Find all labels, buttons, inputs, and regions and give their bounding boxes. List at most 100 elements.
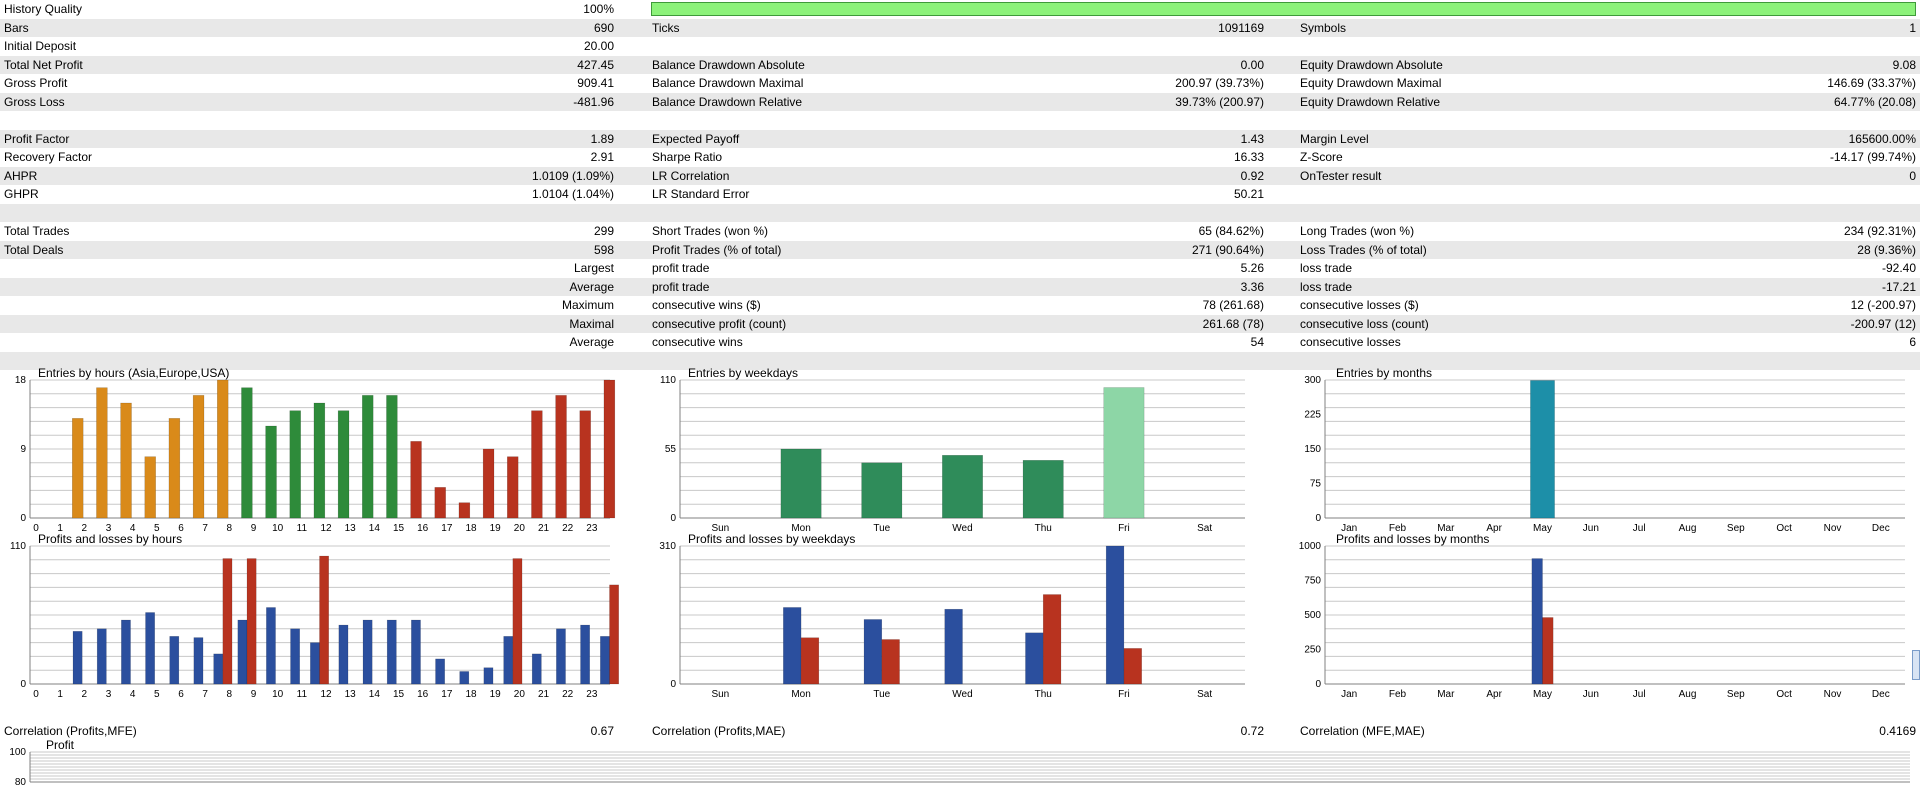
- stats-row: Initial Deposit 20.00: [0, 37, 1920, 56]
- bar-profit: [580, 624, 590, 685]
- stats-label: Balance Drawdown Absolute: [652, 57, 805, 72]
- y-tick-label: 250: [1304, 645, 1321, 656]
- x-tick-label: 3: [106, 689, 112, 700]
- chart-scroll-handle[interactable]: [1912, 650, 1920, 680]
- chart-title: Profits and losses by weekdays: [688, 532, 856, 546]
- y-tick-label: 55: [665, 444, 677, 455]
- y-tick-label: 0: [20, 513, 26, 524]
- stats-label: consecutive loss (count): [1300, 316, 1429, 331]
- bar: [1530, 380, 1555, 519]
- stats-value: 598: [593, 242, 614, 257]
- bar-profit: [169, 636, 180, 685]
- bar: [289, 410, 301, 519]
- y-tick-label: 0: [20, 679, 26, 690]
- bar: [507, 456, 519, 519]
- chart-title: Profits and losses by hours: [38, 532, 183, 546]
- x-tick-label: Jul: [1633, 689, 1646, 700]
- bar-loss: [881, 639, 900, 685]
- stats-value: -200.97 (12): [1850, 316, 1916, 331]
- bar: [313, 402, 326, 519]
- stats-label: consecutive profit (count): [652, 316, 787, 331]
- stats-label: Total Deals: [4, 242, 64, 257]
- stats-value: 2.91: [590, 150, 614, 164]
- bar-profit: [503, 636, 514, 685]
- bar: [861, 462, 903, 519]
- x-tick-label: 14: [369, 689, 381, 700]
- stats-label: profit trade: [652, 279, 710, 294]
- bar: [265, 425, 277, 519]
- bar-loss: [319, 555, 329, 685]
- x-tick-label: Aug: [1679, 689, 1697, 700]
- bar-loss: [1042, 594, 1062, 685]
- stats-label: Bars: [4, 20, 29, 35]
- chart-title: Profit: [46, 738, 75, 752]
- stats-label: Balance Drawdown Relative: [652, 94, 803, 109]
- stats-label: Equity Drawdown Relative: [1300, 94, 1441, 109]
- x-tick-label: Sun: [711, 689, 729, 700]
- y-tick-label: 500: [1304, 610, 1321, 621]
- bar-profit: [266, 607, 276, 685]
- chart-title: Entries by hours (Asia,Europe,USA): [38, 366, 230, 380]
- stats-row: Largest profit trade 5.26 loss trade -92.40: [0, 259, 1920, 278]
- x-tick-label: Feb: [1389, 523, 1407, 534]
- x-tick-label: 23: [586, 689, 598, 700]
- stats-label: Gross Loss: [4, 94, 65, 109]
- stats-value: 1.0104 (1.04%): [531, 187, 614, 201]
- chart-svg-entries-weekdays: 0 55 110 Sun Mon Tue Wed Thu Fri Sat: [660, 375, 1245, 534]
- stats-value: 165600.00%: [1848, 131, 1916, 146]
- bar-profit: [145, 612, 155, 685]
- x-tick-label: 18: [465, 689, 477, 700]
- bar: [780, 448, 822, 519]
- x-tick-label: 6: [178, 689, 184, 700]
- x-tick-label: Jun: [1583, 523, 1599, 534]
- stats-row: [0, 203, 1920, 222]
- x-tick-label: May: [1533, 689, 1552, 700]
- bar-profit: [72, 631, 83, 685]
- x-tick-label: 11: [297, 523, 308, 534]
- stats-label: Equity Drawdown Absolute: [1300, 57, 1443, 72]
- stats-label: Profit Factor: [4, 131, 70, 146]
- x-tick-label: Mar: [1437, 523, 1455, 534]
- stats-row: Total Net Profit 427.45 Balance Drawdown A…: [0, 55, 1920, 74]
- bar-profit: [386, 619, 397, 685]
- stats-label: Sharpe Ratio: [652, 150, 723, 164]
- x-tick-label: 2: [82, 523, 88, 534]
- stats-row: Profit Factor 1.89 Expected Payoff 1.43 Marg…: [0, 129, 1920, 148]
- x-tick-label: 22: [562, 523, 574, 534]
- x-tick-label: Thu: [1035, 689, 1052, 700]
- x-tick-label: 19: [490, 523, 502, 534]
- x-tick-label: Jan: [1341, 523, 1357, 534]
- bar-profit: [944, 608, 963, 685]
- x-tick-label: Wed: [952, 689, 972, 700]
- stats-value: 200.97 (39.73%): [1175, 76, 1264, 90]
- x-tick-label: Sat: [1197, 689, 1212, 700]
- x-tick-label: 11: [297, 689, 308, 700]
- x-tick-label: 16: [417, 523, 429, 534]
- y-tick-label: 300: [1304, 375, 1321, 386]
- x-tick-label: 21: [538, 689, 550, 700]
- stats-value: 20.00: [583, 39, 614, 53]
- bar-profit: [338, 624, 349, 685]
- x-tick-label: 0: [33, 523, 39, 534]
- y-tick-label: 225: [1304, 410, 1321, 421]
- x-tick-label: 19: [490, 689, 502, 700]
- x-tick-label: 22: [562, 689, 574, 700]
- stats-row: Recovery Factor 2.91 Sharpe Ratio 16.33 Z-Sc…: [0, 148, 1920, 167]
- stats-value: 146.69 (33.37%): [1827, 76, 1916, 90]
- stats-value: 261.68 (78): [1202, 316, 1264, 331]
- stats-value: 12 (-200.97): [1850, 298, 1916, 312]
- x-tick-label: Nov: [1824, 523, 1842, 534]
- y-tick-label: 0: [1315, 679, 1321, 690]
- x-tick-label: Jan: [1341, 689, 1357, 700]
- x-tick-label: Oct: [1776, 523, 1792, 534]
- stats-value: Maximum: [561, 298, 614, 312]
- correlation-mfe-mae-value: 0.4169: [1879, 724, 1916, 738]
- stats-value: 427.45: [577, 57, 614, 72]
- stats-label: Loss Trades (% of total): [1300, 242, 1427, 257]
- stats-value: 690: [593, 20, 614, 35]
- stats-value: 65 (84.62%): [1198, 224, 1264, 238]
- stats-value: 54: [1250, 335, 1264, 349]
- x-tick-label: 2: [82, 689, 88, 700]
- stats-label: Long Trades (won %): [1300, 224, 1415, 238]
- x-tick-label: 0: [33, 689, 39, 700]
